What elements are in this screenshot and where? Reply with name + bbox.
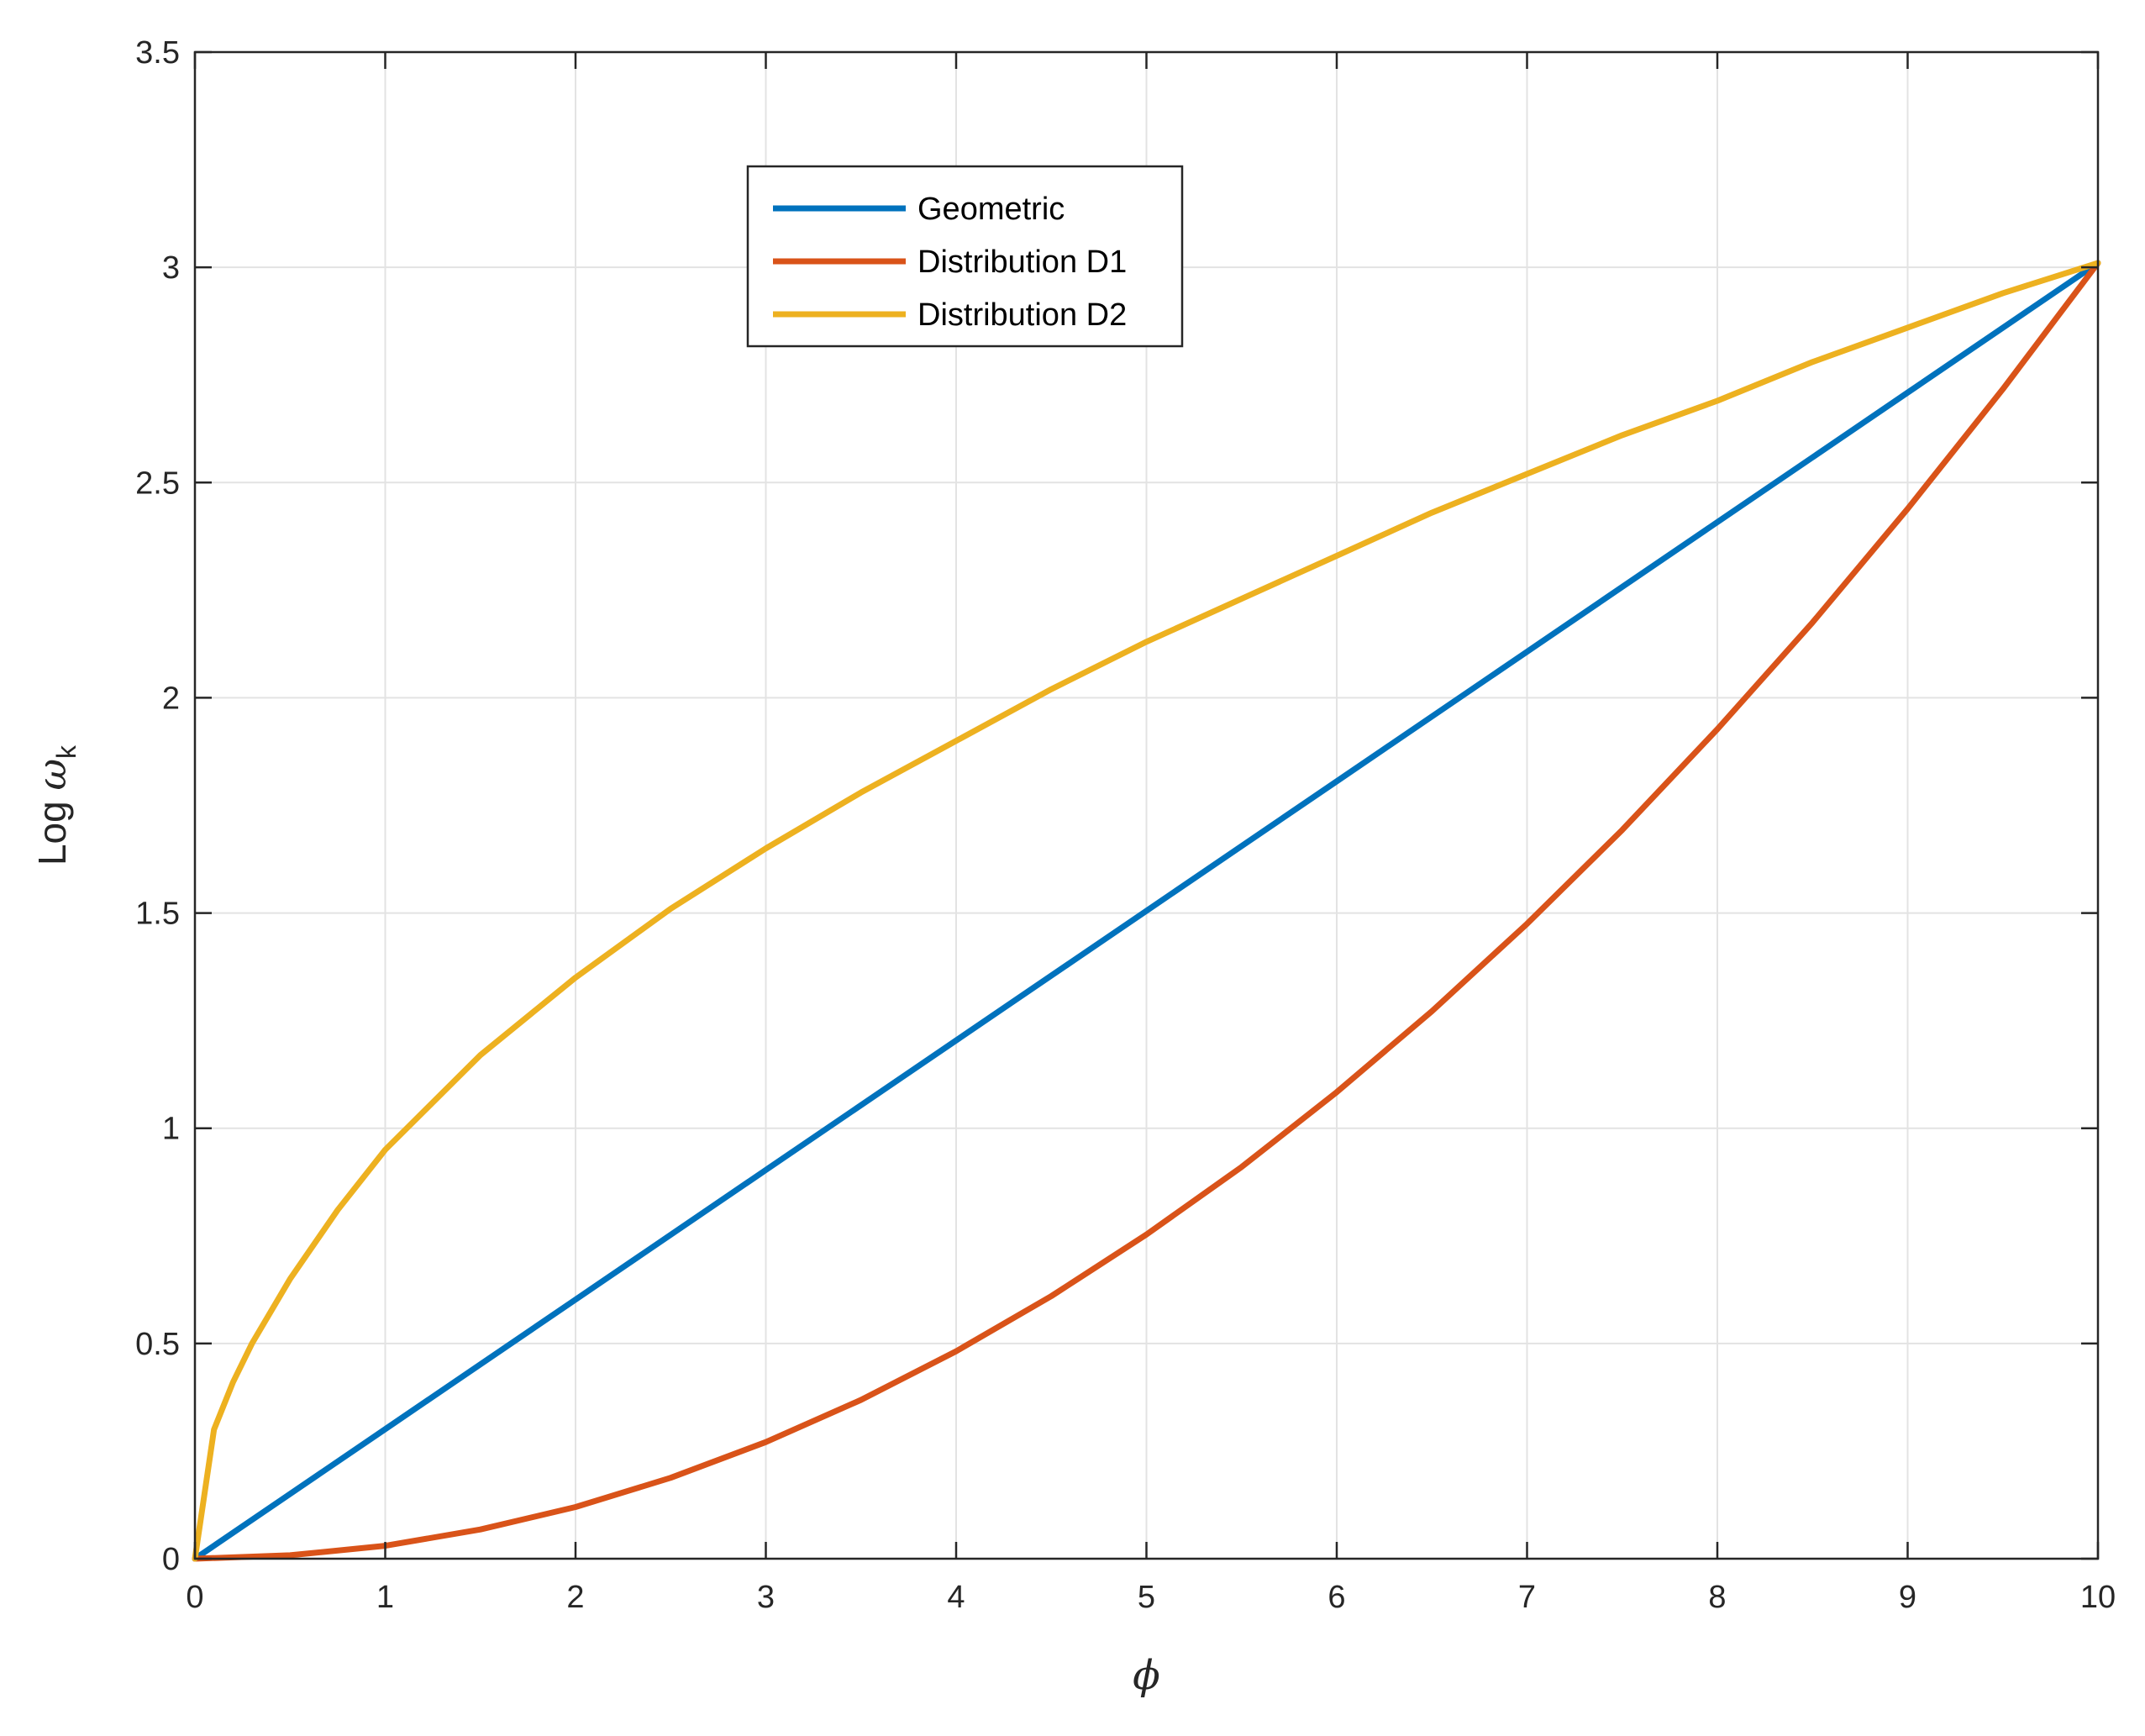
series-layer bbox=[192, 260, 2101, 1562]
x-tick-label: 10 bbox=[2080, 1580, 2116, 1615]
series-line-geometric bbox=[192, 260, 2101, 1562]
legend-label-distribution-d2: Distribution D2 bbox=[917, 297, 1127, 333]
x-tick-label: 3 bbox=[757, 1580, 775, 1615]
y-tick-label: 2.5 bbox=[135, 466, 180, 501]
x-tick-label: 6 bbox=[1327, 1580, 1345, 1615]
y-axis-label: Log ωk bbox=[29, 744, 81, 865]
y-tick-label: 0 bbox=[162, 1542, 180, 1577]
x-tick-label: 9 bbox=[1899, 1580, 1916, 1615]
axes bbox=[193, 50, 2100, 1560]
legend: Geometric Distribution D1 Distribution D2 bbox=[746, 165, 1184, 348]
x-axis-label: ϕ bbox=[1133, 1652, 1160, 1699]
legend-label-distribution-d1: Distribution D1 bbox=[917, 245, 1127, 280]
y-axis-label-symbol: ω bbox=[29, 759, 75, 791]
series-line-distribution-d1 bbox=[192, 260, 2101, 1562]
x-tick-label: 2 bbox=[566, 1580, 584, 1615]
y-tick-label: 1 bbox=[162, 1112, 180, 1147]
series-line-distribution-d2 bbox=[192, 260, 2101, 1562]
x-tick-label: 8 bbox=[1708, 1580, 1726, 1615]
y-tick-label: 3.5 bbox=[135, 35, 180, 71]
y-axis-label-subscript: k bbox=[51, 744, 81, 759]
y-axis-label-prefix: Log bbox=[30, 790, 74, 865]
x-tick-label: 1 bbox=[376, 1580, 394, 1615]
y-tick-label: 1.5 bbox=[135, 897, 180, 932]
x-tick-label: 4 bbox=[947, 1580, 965, 1615]
y-tick-label: 3 bbox=[162, 250, 180, 286]
legend-label-geometric: Geometric bbox=[917, 192, 1065, 227]
y-tick-label: 2 bbox=[162, 681, 180, 716]
x-tick-label: 7 bbox=[1518, 1580, 1536, 1615]
tick-labels: 0 1 2 3 4 5 6 7 8 9 10 0 0.5 1 1.5 2 2.5 3 3.5 bbox=[135, 35, 2116, 1615]
y-tick-label: 0.5 bbox=[135, 1327, 180, 1362]
x-tick-label: 0 bbox=[186, 1580, 203, 1615]
x-tick-label: 5 bbox=[1138, 1580, 1155, 1615]
